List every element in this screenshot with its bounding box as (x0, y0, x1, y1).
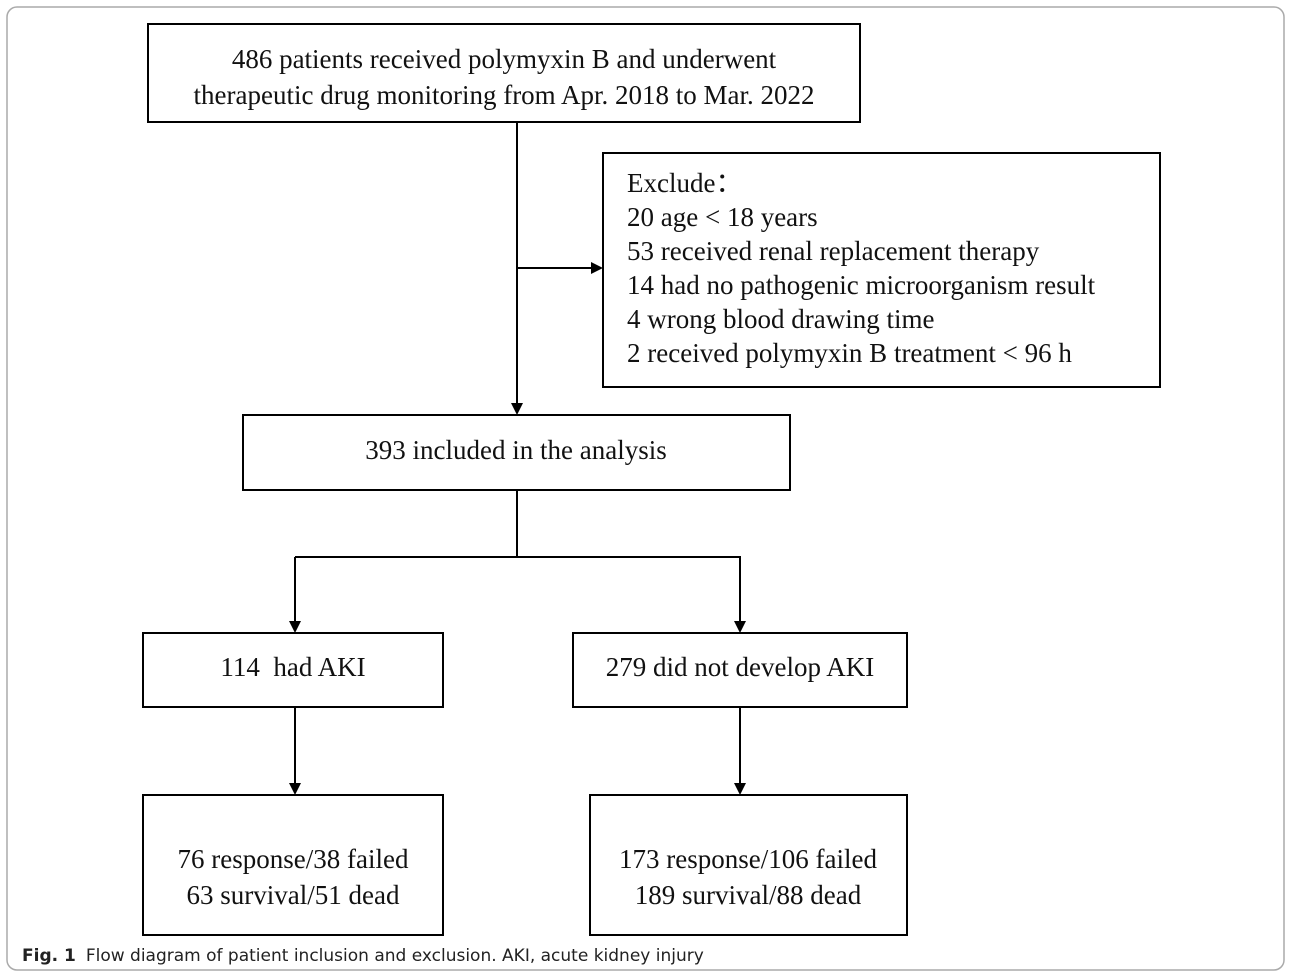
node-box (142, 794, 444, 936)
node-text: 2 received polymyxin B treatment < 96 h (627, 338, 1072, 368)
node-text: 14 had no pathogenic microorganism resul… (627, 270, 1096, 300)
node-box (147, 23, 861, 123)
node-text: 279 did not develop AKI (606, 652, 874, 682)
node-box (589, 794, 908, 936)
node-box (602, 152, 1161, 388)
node-box (142, 632, 444, 708)
node-box (242, 414, 791, 491)
node-text: 76 response/38 failed (178, 844, 409, 874)
node-text: 53 received renal replacement therapy (627, 236, 1040, 266)
caption: Fig. 1 Flow diagram of patient inclusion … (22, 946, 704, 966)
node-text: 393 included in the analysis (365, 435, 666, 465)
node-text: 189 survival/88 dead (635, 880, 862, 910)
node-text: Exclude： (627, 168, 742, 198)
node-text: therapeutic drug monitoring from Apr. 20… (194, 80, 815, 110)
frame (6, 6, 1285, 971)
node-text: 63 survival/51 dead (187, 880, 400, 910)
node-text: 486 patients received polymyxin B and un… (232, 44, 777, 74)
node-text: 4 wrong blood drawing time (627, 304, 934, 334)
node-text: 173 response/106 failed (619, 844, 877, 874)
caption-label: Fig. 1 (22, 946, 76, 966)
node-text: 20 age < 18 years (627, 202, 818, 232)
node-text: 114 had AKI (220, 652, 365, 682)
node-box (572, 632, 908, 708)
caption-text: Flow diagram of patient inclusion and ex… (86, 946, 704, 966)
